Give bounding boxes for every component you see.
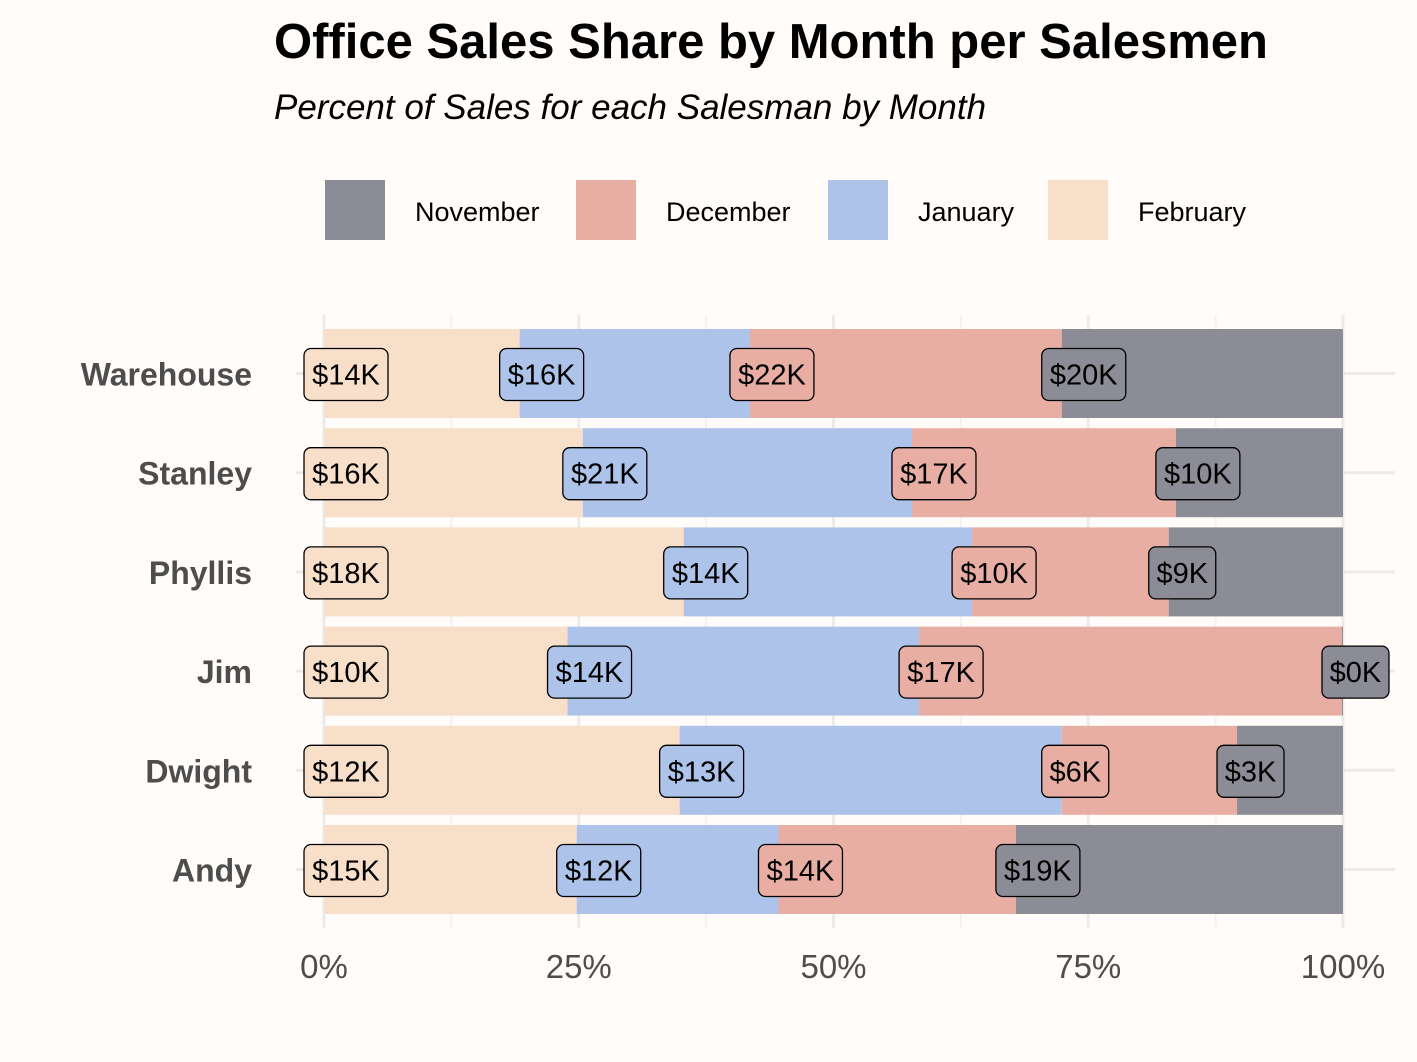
value-label-box <box>995 843 1081 898</box>
value-label-box <box>562 447 648 501</box>
legend-key-january <box>828 180 888 240</box>
legend-label-january: January <box>918 197 1015 227</box>
category-label-warehouse: Warehouse <box>81 357 252 393</box>
bars <box>324 329 1343 914</box>
value-label-box <box>303 744 389 798</box>
value-label-warehouse-january: $16K <box>508 360 576 392</box>
value-label-box <box>1041 744 1110 798</box>
legend-label-december: December <box>666 197 791 227</box>
category-label-jim: Jim <box>197 654 252 690</box>
value-label-andy-november: $19K <box>1004 856 1072 888</box>
value-label-dwight-november: $3K <box>1225 756 1277 788</box>
category-label-stanley: Stanley <box>138 456 252 492</box>
value-label-jim-january: $14K <box>556 657 624 689</box>
value-label-box <box>1321 645 1390 699</box>
value-label-stanley-january: $21K <box>571 459 639 491</box>
value-label-phyllis-january: $14K <box>672 558 740 590</box>
value-label-box <box>546 645 633 699</box>
value-label-andy-december: $14K <box>767 856 835 888</box>
value-label-box <box>303 843 389 898</box>
x-tick-label: 25% <box>546 948 612 985</box>
value-label-box <box>303 645 389 699</box>
value-label-box <box>303 347 389 402</box>
value-label-box <box>498 347 585 402</box>
legend-key-february <box>1048 180 1108 240</box>
value-label-jim-february: $10K <box>312 657 380 689</box>
value-label-box <box>1155 447 1241 501</box>
value-label-jim-december: $17K <box>907 657 975 689</box>
legend-label-february: February <box>1138 197 1247 227</box>
value-label-dwight-december: $6K <box>1049 756 1101 788</box>
legend-key-november <box>325 180 385 240</box>
value-label-warehouse-december: $22K <box>738 360 806 392</box>
category-label-dwight: Dwight <box>145 753 252 789</box>
x-tick-label: 0% <box>300 948 348 985</box>
value-label-box <box>951 546 1037 600</box>
value-label-box <box>663 546 749 600</box>
value-label-phyllis-november: $9K <box>1156 558 1208 590</box>
value-label-warehouse-february: $14K <box>312 360 380 392</box>
value-label-stanley-february: $16K <box>312 459 380 491</box>
x-tick-label: 50% <box>800 948 866 985</box>
value-label-stanley-december: $17K <box>900 459 968 491</box>
x-tick-label: 100% <box>1301 948 1385 985</box>
x-tick-label: 75% <box>1055 948 1121 985</box>
value-label-box <box>1148 546 1217 600</box>
value-label-andy-january: $12K <box>565 856 633 888</box>
category-label-phyllis: Phyllis <box>149 555 252 591</box>
legend: November December January February <box>325 180 1247 240</box>
value-label-box <box>658 744 745 798</box>
value-label-box <box>891 447 977 501</box>
value-label-box <box>556 843 642 898</box>
chart-title: Office Sales Share by Month per Salesmen <box>274 15 1268 69</box>
value-label-dwight-january: $13K <box>668 756 736 788</box>
value-label-box <box>757 843 844 898</box>
value-label-warehouse-november: $20K <box>1050 360 1118 392</box>
value-label-box <box>303 447 389 501</box>
axes: Warehouse Stanley Phyllis Jim Dwight Andy 0% 25… <box>81 357 1386 986</box>
category-label-andy: Andy <box>172 853 252 889</box>
value-label-phyllis-december: $10K <box>960 558 1028 590</box>
value-label-dwight-february: $12K <box>312 756 380 788</box>
value-label-box <box>898 645 984 699</box>
legend-label-november: November <box>415 197 540 227</box>
value-label-box <box>1216 744 1285 798</box>
value-label-box <box>1041 347 1127 402</box>
value-labels: $14K $16K $22K $20K $16K $21K $17K $10K $18K $14K… <box>303 347 1390 898</box>
legend-key-december <box>576 180 636 240</box>
value-label-andy-february: $15K <box>312 856 380 888</box>
value-label-phyllis-february: $18K <box>312 558 380 590</box>
value-label-box <box>729 347 815 402</box>
chart-subtitle: Percent of Sales for each Salesman by Mo… <box>274 88 987 127</box>
value-label-jim-november: $0K <box>1330 657 1382 689</box>
bar-jim-december <box>919 626 1342 716</box>
value-label-stanley-november: $10K <box>1164 459 1232 491</box>
value-label-box <box>303 546 389 600</box>
